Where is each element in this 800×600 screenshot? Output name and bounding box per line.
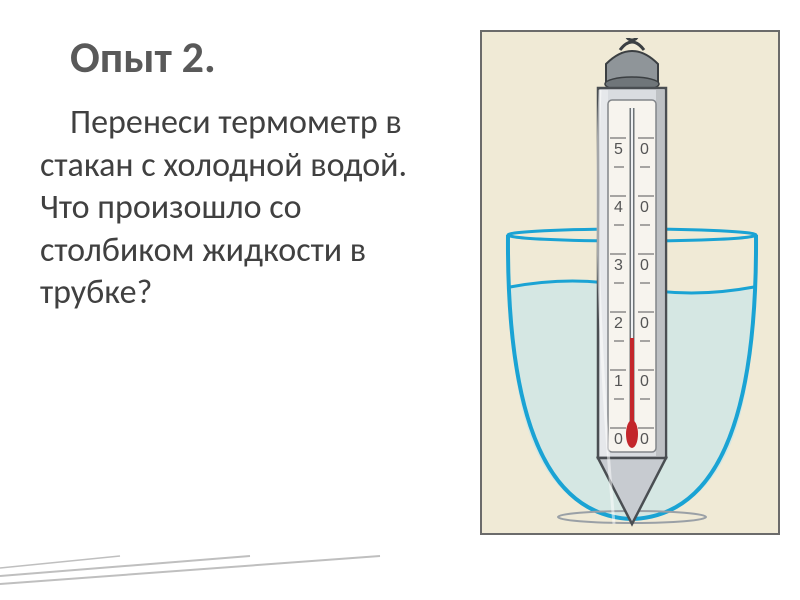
svg-text:0: 0: [640, 199, 649, 216]
svg-text:4: 4: [614, 199, 623, 216]
svg-text:0: 0: [640, 431, 649, 448]
svg-text:2: 2: [614, 315, 623, 332]
svg-text:0: 0: [614, 431, 623, 448]
experiment-body: Перенеси термометр в стакан с холодной в…: [40, 102, 460, 315]
svg-text:3: 3: [614, 257, 623, 274]
svg-text:0: 0: [640, 257, 649, 274]
thermometer-icon: 5 0 4 0 3 0 2 0: [570, 38, 694, 530]
diagram-panel: 5 0 4 0 3 0 2 0: [480, 30, 780, 535]
decoration-lines: [0, 550, 420, 590]
svg-text:0: 0: [640, 373, 649, 390]
svg-text:0: 0: [640, 141, 649, 158]
svg-text:5: 5: [614, 141, 623, 158]
svg-text:0: 0: [640, 315, 649, 332]
experiment-title: Опыт 2.: [40, 30, 460, 84]
svg-text:1: 1: [614, 373, 623, 390]
